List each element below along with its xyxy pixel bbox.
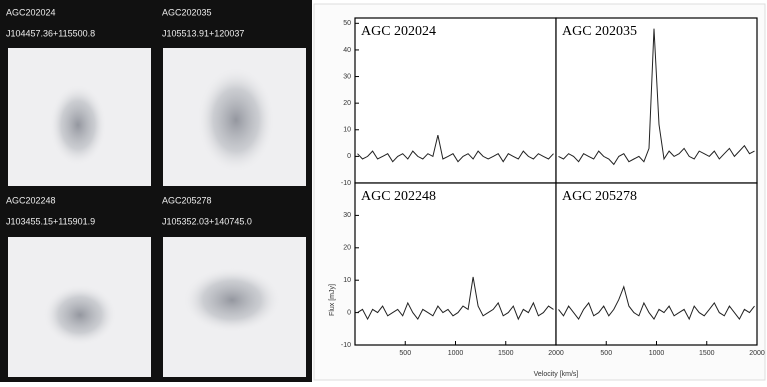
image-header [2,2,154,45]
plot-frame [555,182,758,346]
galaxy [44,285,116,345]
x-tick-label: 500 [600,350,612,357]
plot-frame [354,182,557,346]
x-tick-label: 1500 [699,350,715,357]
image-header [158,190,310,234]
y-tick-label: 0 [347,153,351,160]
x-tick-label: 500 [399,350,411,357]
y-tick-label: 50 [343,20,351,27]
y-tick-label: 40 [343,47,351,54]
y-tick-label: 30 [343,212,351,219]
y-tick-label: -10 [341,342,351,349]
y-tick-label: 10 [343,127,351,134]
image-coords: J105513.91+120037 [162,28,244,38]
image-header [2,190,154,234]
y-tick-label: 20 [343,100,351,107]
x-tick-label: 1000 [649,350,665,357]
spectrum [558,28,755,166]
y-tick-label: -10 [341,180,351,187]
x-tick-label: 1000 [448,350,464,357]
galaxy [50,85,106,165]
image-coords: J104457.36+115500.8 [6,28,95,38]
y-tick-label: 10 [343,277,351,284]
galaxy [198,68,274,172]
panel-title: AGC 202024 [361,24,436,39]
image-name: AGC202248 [6,195,56,205]
galaxy [184,268,280,332]
image-coords: J105352.03+140745.0 [162,216,252,226]
plot-frame [555,17,758,184]
x-axis-label: Velocity [km/s] [534,371,579,378]
spectrum [357,276,554,321]
spectrum [357,134,554,163]
image-name: AGC205278 [162,195,212,205]
y-tick-label: 0 [347,309,351,316]
image-coords: J103455.15+115901.9 [6,216,95,226]
panel-title: AGC 202035 [562,24,637,39]
y-tick-label: 30 [343,73,351,80]
image-name: AGC202024 [6,7,56,17]
y-axis-label: Flux [mJy] [329,284,336,316]
panel-title: AGC 202248 [361,189,436,204]
x-tick-label: 1500 [498,350,514,357]
x-tick-label: 2000 [548,350,564,357]
x-tick-label: 2000 [749,350,765,357]
image-header [158,2,310,45]
image-name: AGC202035 [162,7,212,17]
spectrum [558,285,755,321]
panel-title: AGC 205278 [562,189,637,204]
y-tick-label: 20 [343,245,351,252]
